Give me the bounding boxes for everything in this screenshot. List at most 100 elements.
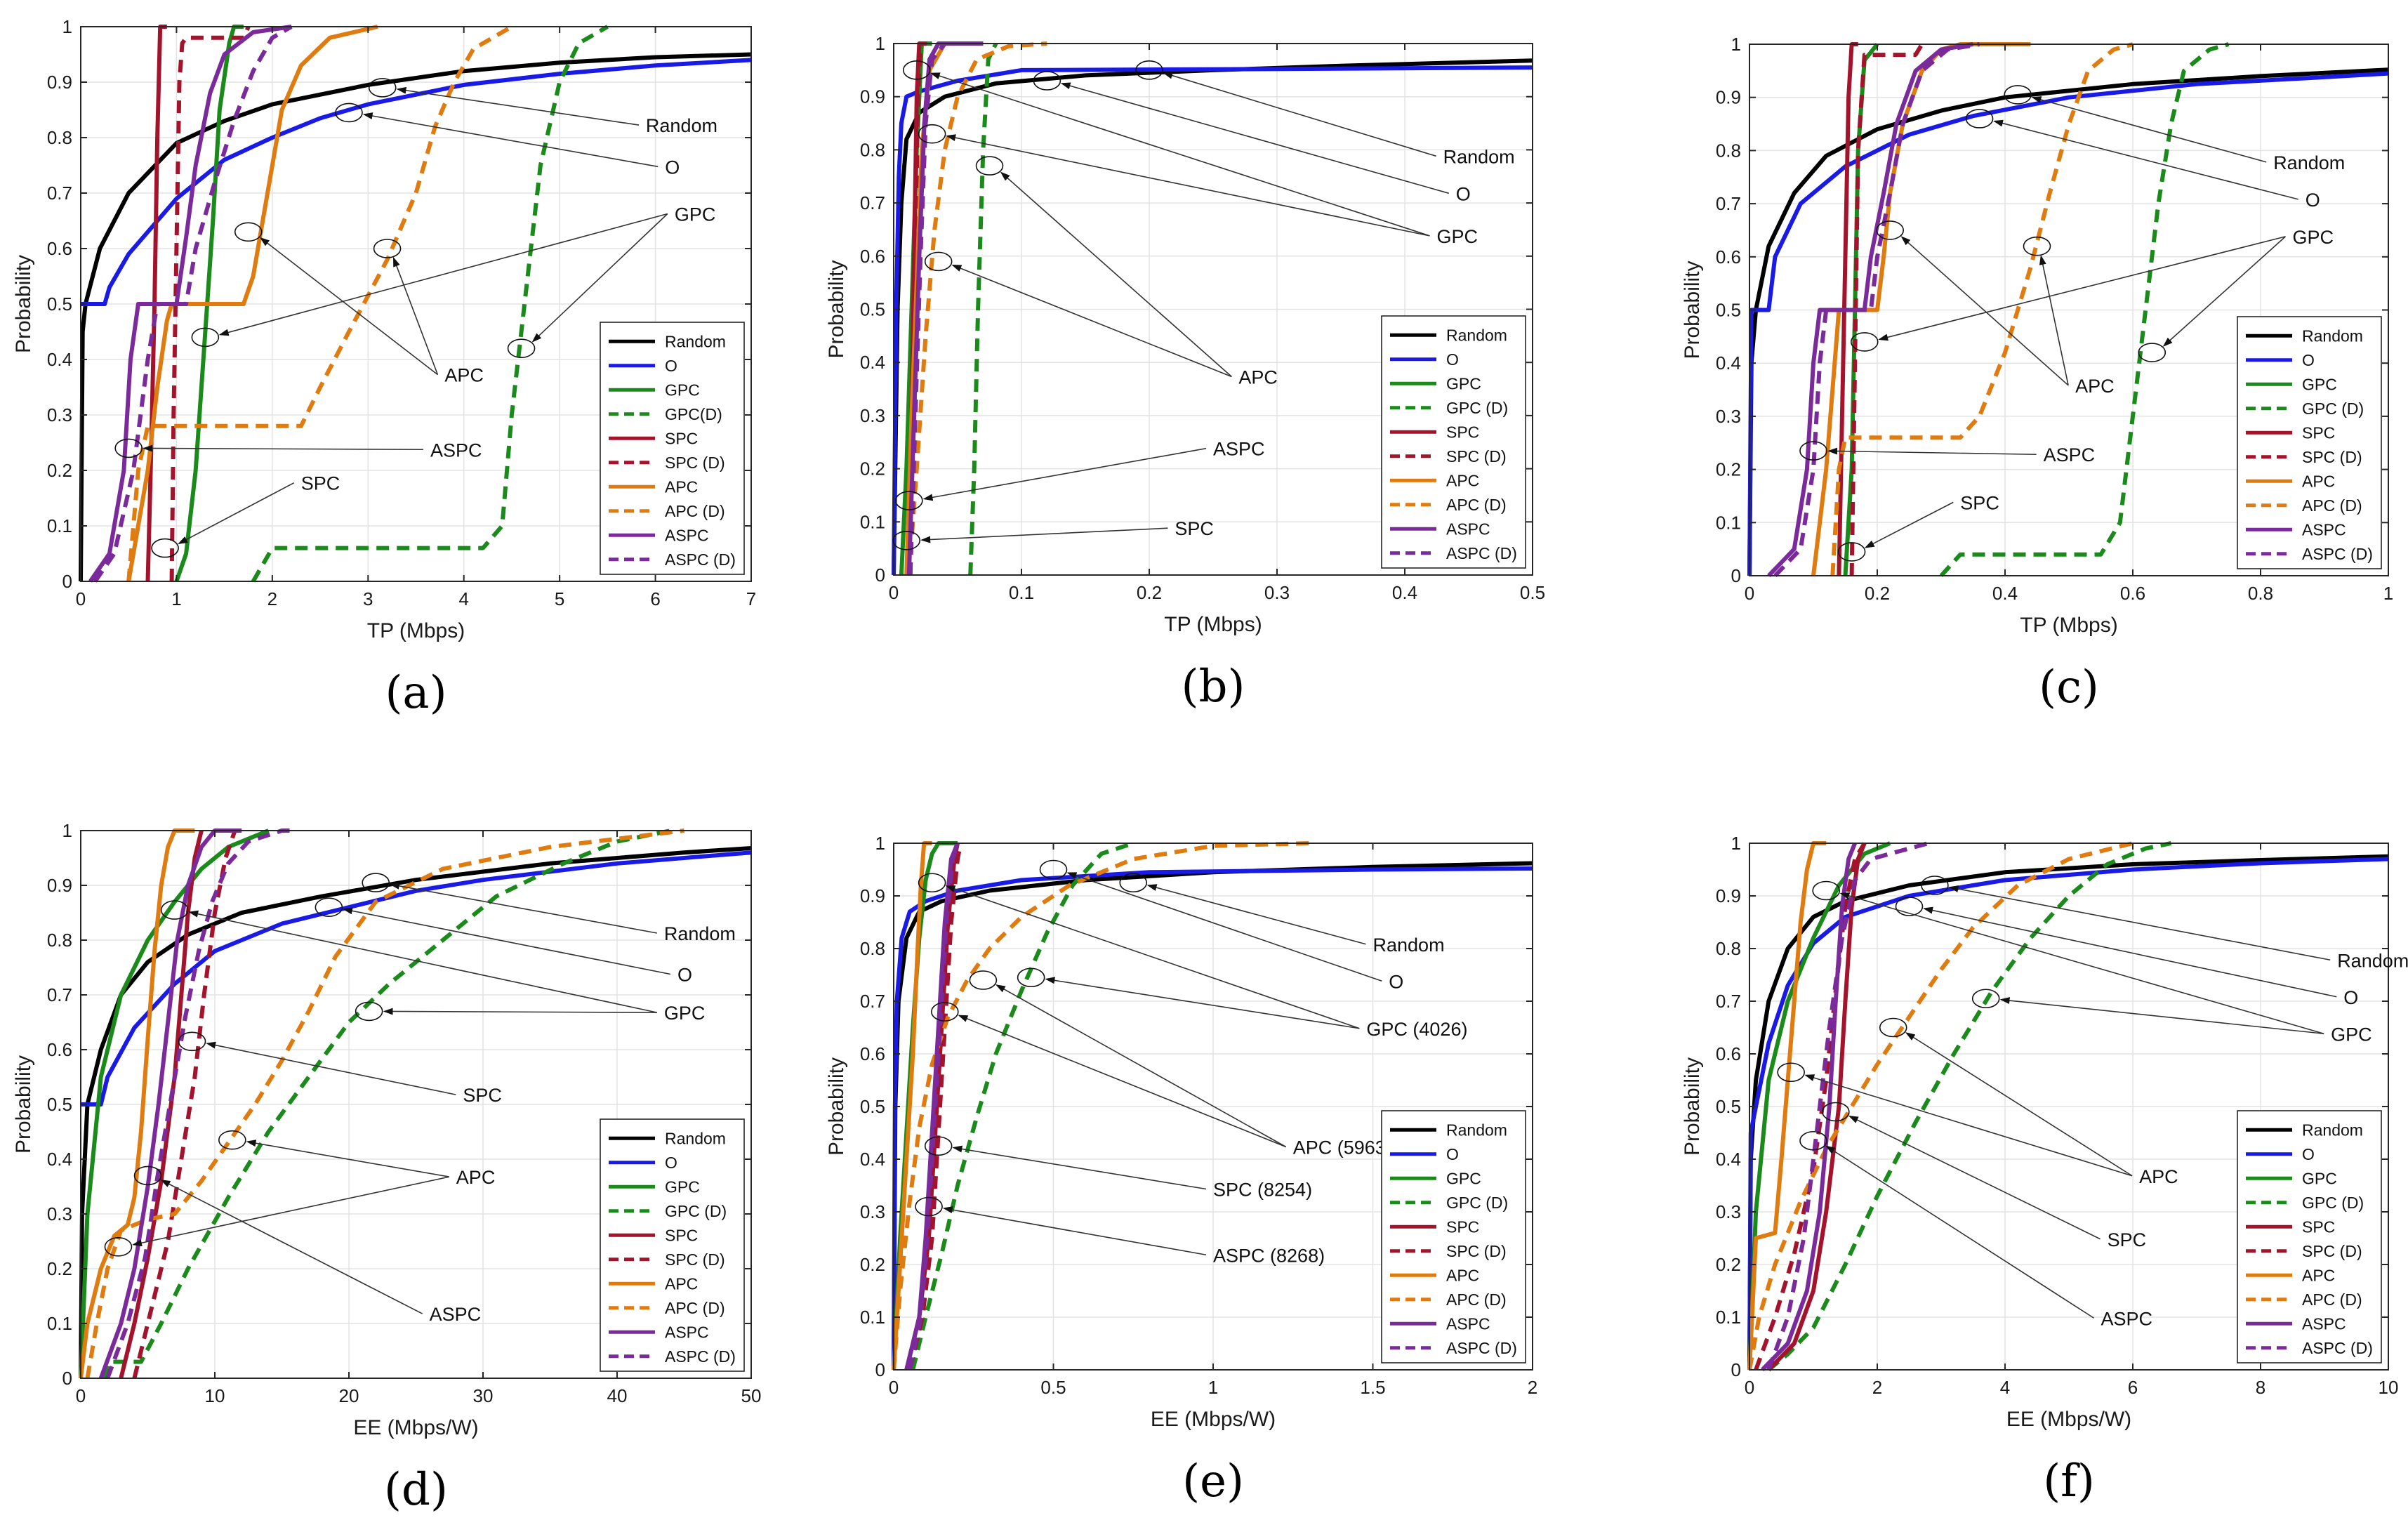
annotation-ellipse: [335, 103, 363, 123]
legend-entry: APC: [2302, 472, 2335, 490]
y-tick-label: 0.6: [860, 246, 885, 267]
panel-label: (d): [384, 1464, 448, 1516]
legend-entry: ASPC (D): [1446, 544, 1517, 562]
series-line-gpc-d-: [911, 841, 1134, 1371]
y-tick-label: 0.2: [47, 460, 72, 481]
annotation-arrow: [995, 984, 1287, 1148]
series-line-gpc-d-: [102, 828, 672, 1379]
x-axis-label: EE (Mbps/W): [1151, 1408, 1276, 1431]
panel-label: (a): [385, 667, 446, 719]
legend-entry: Random: [2302, 326, 2363, 345]
legend-entry: SPC: [1446, 423, 1479, 441]
x-tick-label: 1.5: [1360, 1377, 1385, 1398]
annotation-arrow: [160, 1180, 423, 1314]
y-tick-label: 0.9: [47, 72, 72, 93]
annotation-ellipse: [1799, 1130, 1827, 1151]
y-tick-label: 0.5: [1716, 300, 1741, 321]
annotation-arrow: [2031, 96, 2267, 163]
legend-entry: GPC (D): [2302, 399, 2364, 418]
annotation-ellipse: [915, 1196, 943, 1217]
legend-entry: Random: [665, 332, 726, 350]
x-axis-label: EE (Mbps/W): [353, 1416, 478, 1439]
y-tick-label: 0.1: [860, 1307, 885, 1328]
annotation-ellipse: [104, 1237, 133, 1257]
panel-label: (e): [1182, 1455, 1244, 1507]
annotation-arrow: [1848, 1115, 2101, 1240]
legend-entry: GPC: [1446, 1169, 1481, 1187]
y-tick-label: 0.8: [1716, 140, 1741, 161]
x-tick-label: 0: [1745, 583, 1754, 604]
x-tick-label: 6: [2128, 1377, 2138, 1398]
x-axis-label: EE (Mbps/W): [2006, 1408, 2131, 1431]
annotation-label: O: [665, 157, 680, 178]
legend-entry: SPC (D): [665, 1250, 725, 1269]
y-tick-label: 0.8: [47, 930, 72, 951]
annotation-arrow: [1163, 72, 1436, 157]
annotation-label: SPC: [2108, 1229, 2147, 1250]
x-tick-label: 0.5: [1520, 582, 1545, 603]
annotation-label: ASPC (8268): [1213, 1245, 1325, 1266]
y-tick-label: 0.5: [1716, 1096, 1741, 1117]
y-tick-label: 0.8: [1716, 938, 1741, 959]
annotation-arrow: [1804, 1074, 2133, 1177]
legend-entry: SPC: [2302, 1217, 2335, 1236]
annotation-label: ASPC: [430, 1304, 482, 1325]
y-tick-label: 0: [1731, 1359, 1741, 1380]
annotation-ellipse: [355, 1001, 383, 1022]
annotation-arrow: [951, 265, 1232, 378]
annotation-label: ASPC: [2044, 444, 2096, 465]
annotation-label: GPC (4026): [1366, 1019, 1467, 1040]
annotation-ellipse: [1921, 876, 1949, 895]
annotation-arrow: [1864, 501, 1954, 548]
annotation-label: O: [2306, 190, 2320, 211]
y-tick-label: 0.7: [47, 183, 72, 204]
series-line-aspc-d-: [1773, 42, 1980, 578]
legend-entry: APC (D): [665, 1299, 725, 1317]
x-tick-label: 2: [1872, 1377, 1882, 1398]
y-tick-label: 0.3: [860, 405, 885, 426]
series-line-aspc: [1761, 842, 1857, 1372]
y-tick-label: 0.9: [860, 885, 885, 906]
y-tick-label: 0: [62, 1368, 72, 1389]
annotation-arrow: [206, 1041, 456, 1095]
annotation-arrow: [1060, 82, 1450, 194]
x-tick-label: 40: [607, 1385, 628, 1406]
legend-entry: GPC(D): [665, 405, 722, 423]
annotation-arrow: [392, 256, 439, 375]
x-tick-label: 0.8: [2248, 583, 2273, 604]
annotation-label: Random: [2337, 950, 2408, 971]
annotation-ellipse: [1017, 968, 1045, 988]
x-tick-label: 0.2: [1137, 582, 1162, 603]
annotation-label: APC: [2075, 376, 2115, 397]
annotation-arrow: [1045, 977, 1360, 1029]
legend-entry: SPC: [2302, 423, 2335, 442]
annotation-ellipse: [1799, 441, 1827, 461]
legend-entry: Random: [665, 1129, 726, 1147]
annotation-ellipse: [892, 530, 920, 550]
y-tick-label: 0.3: [1716, 1201, 1741, 1222]
annotation-arrow: [2162, 236, 2287, 347]
y-tick-label: 0.4: [1716, 352, 1741, 374]
y-tick-label: 0: [62, 571, 72, 592]
legend-entry: O: [2302, 351, 2315, 369]
annotation-arrow: [1146, 884, 1366, 945]
y-tick-label: 0: [1731, 565, 1741, 586]
legend-entry: GPC (D): [665, 1202, 727, 1220]
annotation-ellipse: [133, 1165, 162, 1186]
x-tick-label: 0.4: [1992, 583, 2018, 604]
annotation-arrow: [945, 885, 1360, 1029]
legend-entry: SPC (D): [665, 454, 725, 472]
legend-entry: GPC: [665, 381, 700, 399]
annotation-ellipse: [1033, 71, 1061, 91]
y-tick-label: 0.3: [1716, 406, 1741, 427]
chart-panel-e: 0 0.5 1 1.5 2 0 0.1 0.2 0.3 0.4 0.5 0.6 0.7 0.8 0.9 1 EE…: [825, 833, 1537, 1507]
y-tick-label: 0.5: [47, 293, 72, 315]
y-tick-label: 0.1: [1716, 512, 1741, 533]
legend-entry: GPC: [2302, 1169, 2337, 1187]
x-tick-label: 8: [2256, 1377, 2265, 1398]
series-line-apc-d-: [906, 41, 1047, 576]
y-tick-label: 0.4: [860, 352, 885, 373]
y-tick-label: 0.4: [47, 1149, 72, 1170]
annotation-arrow: [946, 134, 1430, 237]
y-tick-label: 1: [875, 833, 885, 854]
